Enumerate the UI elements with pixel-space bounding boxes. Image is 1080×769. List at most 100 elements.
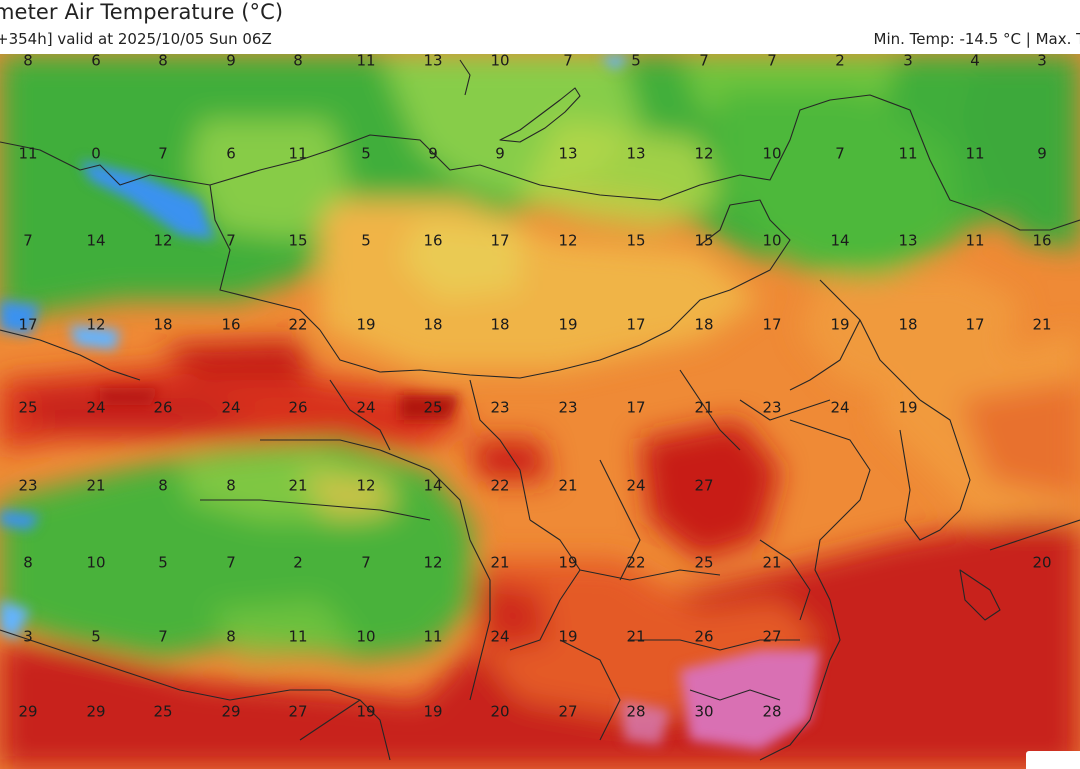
- temperature-label: 21: [490, 554, 509, 572]
- temperature-label: 26: [288, 399, 307, 417]
- temperature-label: 19: [423, 703, 442, 721]
- temperature-label: 8: [293, 54, 303, 70]
- temperature-label: 21: [694, 399, 713, 417]
- temperature-label: 29: [86, 703, 105, 721]
- temperature-label: 7: [226, 232, 236, 250]
- temperature-label: 15: [694, 232, 713, 250]
- temperature-label: 7: [563, 54, 573, 70]
- temperature-label: 10: [490, 54, 509, 70]
- temperature-label: 28: [762, 703, 781, 721]
- temperature-label: 11: [965, 232, 984, 250]
- temperature-label: 8: [158, 477, 168, 495]
- temperature-label: 23: [558, 399, 577, 417]
- temperature-label: 11: [288, 628, 307, 646]
- temperature-label: 4: [970, 54, 980, 70]
- temperature-label: 18: [153, 316, 172, 334]
- temperature-label: 24: [626, 477, 645, 495]
- temperature-label: 28: [626, 703, 645, 721]
- temperature-label: 23: [490, 399, 509, 417]
- temperature-label: 10: [762, 232, 781, 250]
- temperature-label: 19: [558, 628, 577, 646]
- temperature-label: 29: [18, 703, 37, 721]
- temperature-label: 6: [91, 54, 101, 70]
- temperature-label: 5: [361, 145, 371, 163]
- temperature-map[interactable]: 8 6 8 9 8 11 13 10 7 5 7 7 2 3 4 311 0 7 6 11 5 9 9 13 13 12 10 7 11…: [0, 54, 1080, 769]
- temperature-label: 8: [158, 54, 168, 70]
- temperature-label: 13: [558, 145, 577, 163]
- temperature-label: 25: [153, 703, 172, 721]
- temperature-label: 21: [86, 477, 105, 495]
- temperature-label: 11: [423, 628, 442, 646]
- temperature-label: 12: [558, 232, 577, 250]
- temperature-label: 18: [490, 316, 509, 334]
- min-max-temp-label: Min. Temp: -14.5 °C | Max. Te: [873, 30, 1080, 48]
- temperature-label: 20: [490, 703, 509, 721]
- temperature-label: 8: [23, 54, 33, 70]
- temperature-label: 17: [490, 232, 509, 250]
- temperature-label: 22: [288, 316, 307, 334]
- temperature-label: 12: [356, 477, 375, 495]
- temperature-label: 7: [699, 54, 709, 70]
- temperature-label: 8: [226, 628, 236, 646]
- temperature-label: 22: [626, 554, 645, 572]
- temperature-label: 9: [428, 145, 438, 163]
- temperature-label: 9: [1037, 145, 1047, 163]
- map-title: meter Air Temperature (°C): [0, 0, 284, 24]
- temperature-label: 24: [221, 399, 240, 417]
- temperature-labels: 8 6 8 9 8 11 13 10 7 5 7 7 2 3 4 311 0 7 6 11 5 9 9 13 13 12 10 7 11…: [18, 54, 1051, 721]
- temperature-label: 19: [356, 703, 375, 721]
- temperature-label: 8: [23, 554, 33, 572]
- temperature-label: 21: [626, 628, 645, 646]
- temperature-label: 13: [626, 145, 645, 163]
- temperature-label: 21: [288, 477, 307, 495]
- temperature-label: 27: [694, 477, 713, 495]
- temperature-label: 15: [626, 232, 645, 250]
- temperature-label: 9: [226, 54, 236, 70]
- temperature-label: 26: [153, 399, 172, 417]
- temperature-label: 7: [226, 554, 236, 572]
- temperature-label: 24: [356, 399, 375, 417]
- temperature-label: 11: [288, 145, 307, 163]
- temperature-label: 20: [1032, 554, 1051, 572]
- temperature-label: 16: [423, 232, 442, 250]
- temperature-label: 11: [898, 145, 917, 163]
- temperature-label: 27: [558, 703, 577, 721]
- temperature-label: 24: [490, 628, 509, 646]
- temperature-label: 13: [898, 232, 917, 250]
- temperature-label: 17: [626, 399, 645, 417]
- temperature-label: 10: [762, 145, 781, 163]
- temperature-label: 7: [23, 232, 33, 250]
- temperature-label: 12: [86, 316, 105, 334]
- temperature-label: 2: [293, 554, 303, 572]
- temperature-label: 3: [903, 54, 913, 70]
- temperature-label: 21: [762, 554, 781, 572]
- temperature-label: 29: [221, 703, 240, 721]
- temperature-label: 16: [1032, 232, 1051, 250]
- temperature-label: 30: [694, 703, 713, 721]
- temperature-label: 0: [91, 145, 101, 163]
- temperature-label: 27: [288, 703, 307, 721]
- valid-time-label: +354h] valid at 2025/10/05 Sun 06Z: [0, 30, 272, 48]
- temperature-label: 15: [288, 232, 307, 250]
- temperature-label: 10: [356, 628, 375, 646]
- temperature-label: 27: [762, 628, 781, 646]
- temperature-label: 19: [898, 399, 917, 417]
- temperature-label: 17: [965, 316, 984, 334]
- temperature-label: 24: [86, 399, 105, 417]
- temperature-label: 21: [1032, 316, 1051, 334]
- temperature-label: 25: [694, 554, 713, 572]
- temperature-label: 17: [18, 316, 37, 334]
- temperature-label: 19: [830, 316, 849, 334]
- temperature-label: 11: [965, 145, 984, 163]
- temperature-label: 3: [23, 628, 33, 646]
- temperature-label: 7: [767, 54, 777, 70]
- admin-borders: [0, 59, 1080, 761]
- temperature-label: 24: [830, 399, 849, 417]
- temperature-label: 22: [490, 477, 509, 495]
- temperature-label: 18: [694, 316, 713, 334]
- temperature-label: 12: [694, 145, 713, 163]
- temperature-label: 19: [558, 554, 577, 572]
- temperature-label: 16: [221, 316, 240, 334]
- temperature-label: 12: [153, 232, 172, 250]
- temperature-label: 6: [226, 145, 236, 163]
